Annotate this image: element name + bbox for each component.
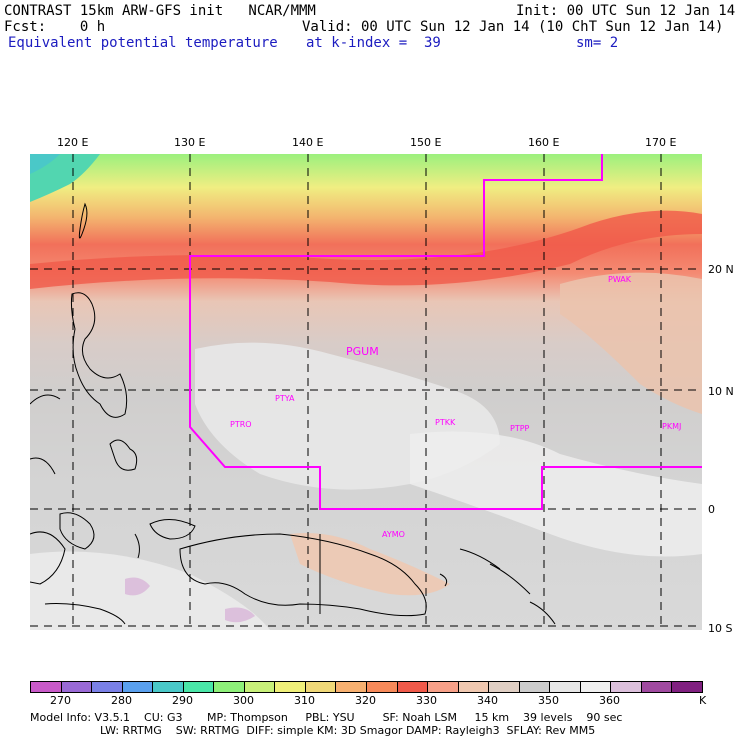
lat-label-0: 0 [708,503,715,516]
station-label-pwak: PWAK [608,275,632,284]
moist-region-south [30,551,270,630]
lon-label-160: 160 E [528,136,560,149]
model-info-line2: LW: RRTMG SW: RRTMG DIFF: simple KM: 3D … [100,724,596,737]
cool-airmass-nw [30,154,100,202]
colorbar-swatch [274,681,306,693]
colorbar-label-340: 340 [477,694,498,707]
colorbar-swatch [304,681,337,693]
lon-label-140: 140 E [292,136,324,149]
station-label-ptro: PTRO [230,420,252,429]
init-time: Init: 00 UTC Sun 12 Jan 14 [516,3,736,19]
station-labels: PWAK PGUM PTYA PTRO PTKK PTPP PKMJ AYMO [230,275,681,539]
inner-domain-boundary [189,154,702,510]
colorbar-swatch [213,681,245,693]
colorbar-swatch [610,681,642,693]
warm-patch-newguinea [290,533,450,596]
station-label-ptpp: PTPP [510,424,530,433]
colorbar-swatch [549,681,581,693]
model-info-line1: Model Info: V3.5.1 CU: G3 MP: Thompson P… [30,711,623,724]
lon-label-130: 130 E [174,136,206,149]
colorbar-swatch [640,681,673,693]
colorbar-label-280: 280 [111,694,132,707]
colorbar-swatch [427,681,459,693]
cool-core-nw [30,154,60,174]
colorbar-swatch [60,681,93,693]
station-label-pgum: PGUM [346,345,379,358]
colorbar-swatch [518,681,551,693]
lat-label-10n: 10 N [708,385,734,398]
coastlines [30,202,556,625]
colorbar-swatch [457,681,490,693]
station-label-aymo: AYMO [382,530,405,539]
colorbar-label-320: 320 [355,694,376,707]
valid-time: Valid: 00 UTC Sun 12 Jan 14 (10 ChT Sun … [302,19,724,35]
field-name: Equivalent potential temperature [8,35,278,51]
lon-label-150: 150 E [410,136,442,149]
colorbar-swatch [366,681,398,693]
colorbar-label-270: 270 [50,694,71,707]
level-index: at k-index = 39 [306,35,441,51]
lon-label-170: 170 E [645,136,677,149]
colorbar-label-310: 310 [294,694,315,707]
colorbar-swatch [121,681,154,693]
colorbar-label-300: 300 [233,694,254,707]
colorbar-unit: K [699,694,707,707]
colorbar-swatch [152,681,184,693]
high-theta-e-patch-1 [125,577,150,596]
theta-e-map: PWAK PGUM PTYA PTRO PTKK PTPP PKMJ AYMO [30,154,702,630]
smoothing: sm= 2 [576,35,619,51]
station-label-ptya: PTYA [275,394,295,403]
colorbar-swatch [335,681,367,693]
station-label-ptkk: PTKK [435,418,456,427]
colorbar-swatch [30,681,62,693]
lat-label-20n: 20 N [708,263,734,276]
colorbar-swatch [579,681,612,693]
colorbar-label-330: 330 [416,694,437,707]
colorbar-label-350: 350 [538,694,559,707]
warm-tongue-east [560,272,702,414]
high-theta-e-patch-2 [225,607,255,623]
forecast-hour: Fcst: 0 h [4,19,106,35]
lat-label-10s: 10 S [708,622,733,635]
lon-label-120: 120 E [57,136,89,149]
colorbar-swatch [91,681,123,693]
colorbar-label-360: 360 [599,694,620,707]
station-label-pkmj: PKMJ [662,422,681,431]
colorbar-swatch [671,681,703,693]
colorbar-swatch [182,681,215,693]
colorbar-swatch [243,681,276,693]
model-title: CONTRAST 15km ARW-GFS init NCAR/MMM [4,3,316,19]
moist-region-east [410,431,702,557]
colorbar-label-290: 290 [172,694,193,707]
colorbar-swatch [488,681,520,693]
colorbar-swatch [396,681,429,693]
